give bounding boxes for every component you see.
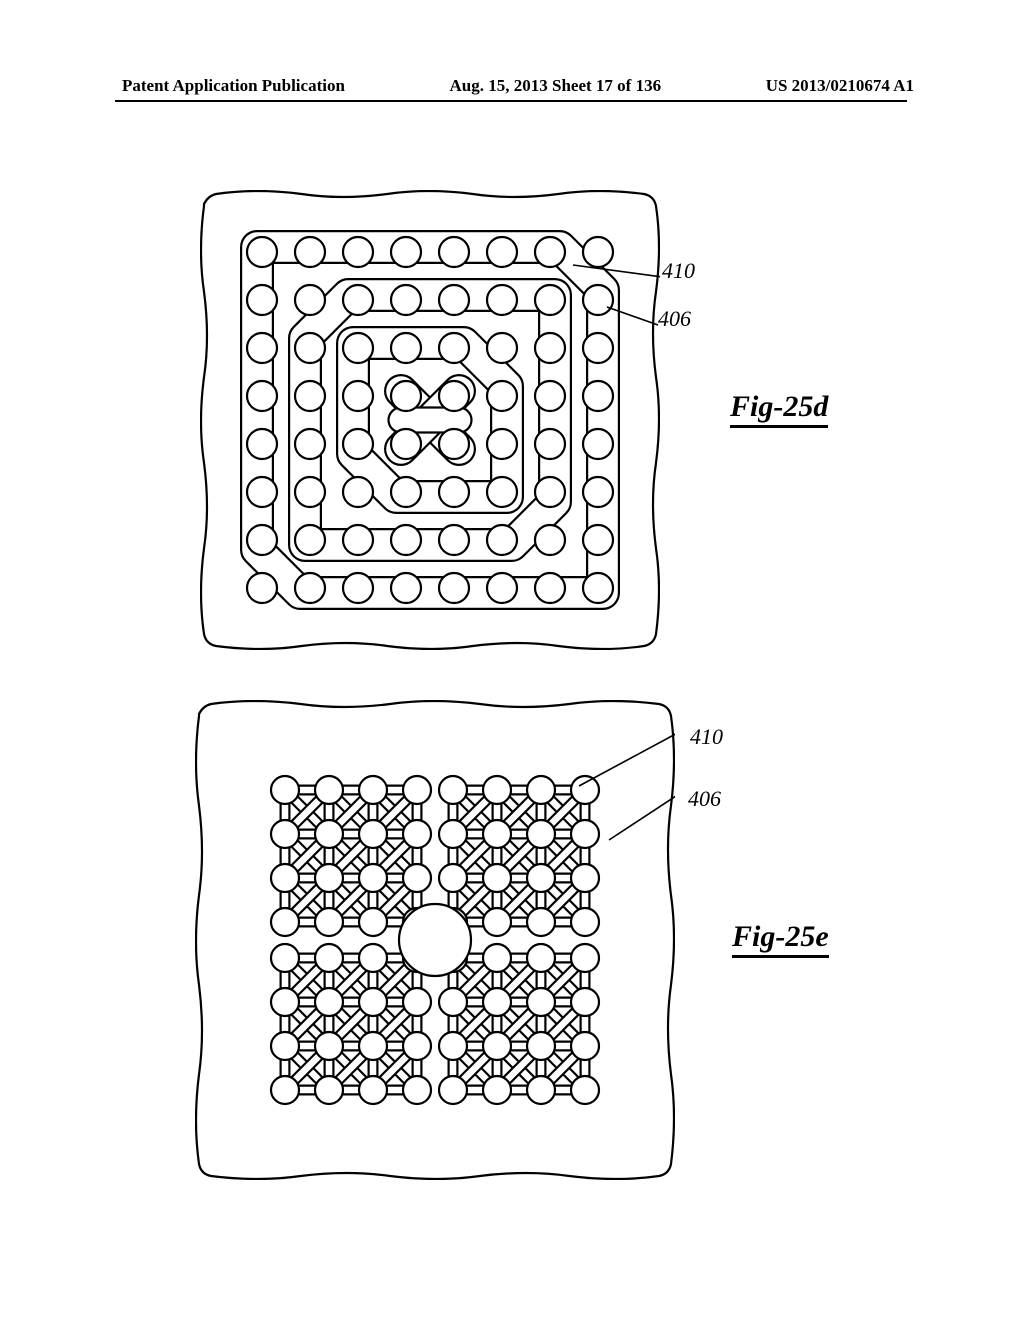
ref-406-e: 406	[688, 786, 721, 812]
figure-25e-svg	[195, 700, 675, 1180]
figure-25d-label-text: Fig-25d	[730, 390, 828, 428]
ref-406-d: 406	[658, 306, 691, 332]
ref-410-e: 410	[690, 724, 723, 750]
figure-25e-label: Fig-25e	[732, 920, 829, 958]
header-right: US 2013/0210674 A1	[766, 76, 914, 96]
ref-410-d: 410	[662, 258, 695, 284]
figure-25d	[200, 190, 660, 650]
page-header: Patent Application Publication Aug. 15, …	[0, 76, 1024, 96]
figure-25d-svg	[200, 190, 660, 650]
header-left: Patent Application Publication	[122, 76, 345, 96]
figure-25e	[195, 700, 675, 1180]
figure-25e-label-text: Fig-25e	[732, 920, 829, 958]
figure-25d-label: Fig-25d	[730, 390, 828, 428]
patent-page: Patent Application Publication Aug. 15, …	[0, 0, 1024, 1320]
header-rule	[115, 100, 907, 102]
header-center: Aug. 15, 2013 Sheet 17 of 136	[450, 76, 662, 96]
